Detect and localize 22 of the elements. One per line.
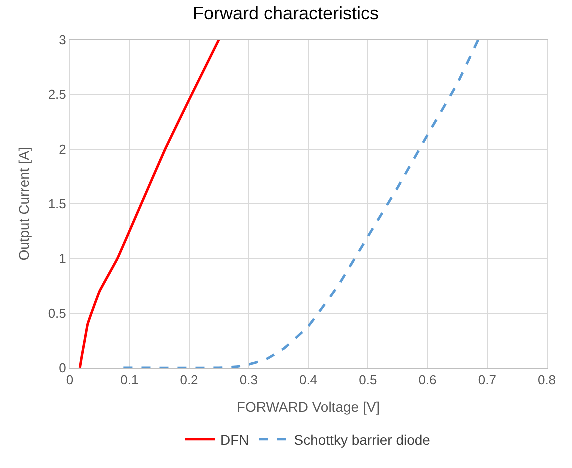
legend-label: DFN xyxy=(220,432,250,448)
x-tick-label: 0.3 xyxy=(240,372,258,388)
line-series xyxy=(122,40,480,368)
x-tick-label: 0.7 xyxy=(478,372,496,388)
y-tick-label: 1 xyxy=(59,251,66,266)
y-tick-label: 3 xyxy=(59,32,66,48)
x-tick-label: 0.1 xyxy=(120,372,139,388)
y-tick-label: 0 xyxy=(59,360,66,376)
x-tick-label: 0.4 xyxy=(299,372,318,388)
y-tick-label: 2.5 xyxy=(48,87,66,102)
line-series xyxy=(78,40,220,368)
x-tick-label: 0.5 xyxy=(359,372,378,388)
y-axis-title: Output Current [A] xyxy=(16,147,32,261)
chart-title: Forward characteristics xyxy=(192,4,380,24)
x-tick-label: 0.6 xyxy=(418,372,437,388)
y-tick-label: 2 xyxy=(59,142,66,157)
x-axis-title: FORWARD Voltage [V] xyxy=(236,398,380,415)
legend-label: Schottky barrier diode xyxy=(294,432,431,448)
y-tick-label: 1.5 xyxy=(48,196,66,212)
x-tick-label: 0.8 xyxy=(538,372,556,388)
x-tick-label: 0.2 xyxy=(180,372,198,388)
y-tick-label: 0.5 xyxy=(48,306,66,321)
